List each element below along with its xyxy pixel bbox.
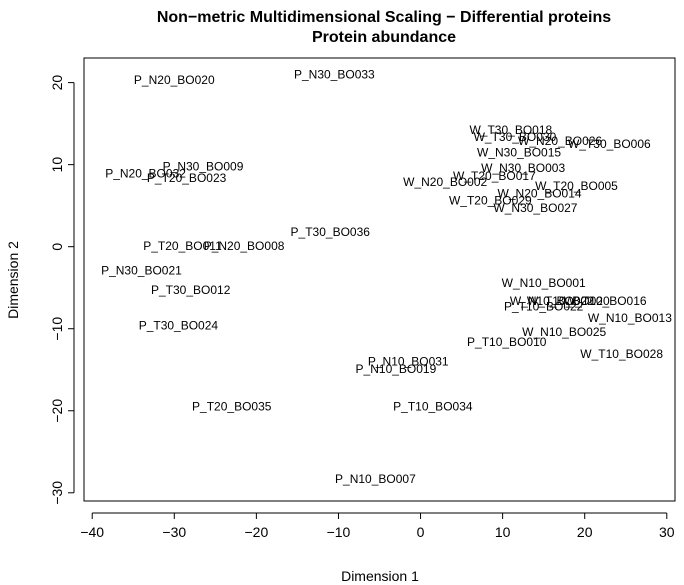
x-tick-label: 30 — [659, 524, 675, 540]
point-label: W_N20_BO002 — [403, 175, 487, 189]
point-label: P_N20_BO032 — [105, 167, 186, 181]
point-label: W_N30_BO015 — [477, 145, 561, 159]
y-tick-label: −10 — [49, 317, 65, 341]
point-label: W_N10_BO025 — [522, 325, 606, 339]
point-label: W_T30_BO030 — [474, 130, 557, 144]
plot-frame — [83, 57, 676, 502]
point-label: P_N30_BO009 — [163, 159, 244, 173]
point-label: P_T20_BO035 — [192, 400, 272, 414]
point-label: W_T10_BO016 — [564, 294, 647, 308]
point-label: W_N30_BO003 — [481, 161, 565, 175]
point-label: P_N10_BO031 — [368, 355, 449, 369]
point-label: P_N30_BO033 — [294, 67, 375, 81]
point-label: P_T10_BO034 — [393, 400, 473, 414]
point-label: P_N20_BO008 — [204, 239, 285, 253]
point-label: P_T20_BO011 — [143, 239, 222, 253]
y-tick-label: −30 — [49, 481, 65, 505]
x-tick-label: −10 — [327, 524, 351, 540]
point-label: W_T30_BO006 — [568, 137, 651, 151]
y-axis-label: Dimension 2 — [5, 241, 21, 319]
point-label: W_N10_BO013 — [588, 311, 672, 325]
point-label: W_N30_BO027 — [493, 201, 577, 215]
point-label: W_N10_BO022 — [510, 294, 594, 308]
chart-title: Non−metric Multidimensional Scaling − Di… — [157, 9, 611, 26]
point-label: W_T10_BO028 — [580, 347, 663, 361]
point-label: W_T30_BO018 — [469, 123, 552, 137]
y-tick-label: 20 — [49, 75, 65, 91]
point-label: W_N20_BO026 — [518, 134, 602, 148]
point-label: W_T20_BO029 — [449, 194, 532, 208]
y-tick-label: 10 — [49, 157, 65, 173]
x-tick-label: 10 — [495, 524, 511, 540]
point-label: P_N10_BO019 — [356, 362, 437, 376]
point-label: W_N20_BO014 — [498, 186, 582, 200]
point-label: P_T10_BO010 — [467, 335, 547, 349]
x-tick-label: −40 — [80, 524, 104, 540]
point-label: W_T20_BO005 — [535, 179, 618, 193]
point-label: P_N10_BO007 — [335, 472, 416, 486]
y-tick-label: 0 — [49, 243, 65, 251]
point-label: P_N30_BO021 — [101, 263, 182, 277]
x-axis: −40 −30 −20 −10 0 10 20 30 — [80, 512, 675, 540]
point-label: W_N10_BO001 — [502, 276, 586, 290]
point-label: W_T10_BO020 — [527, 294, 610, 308]
point-label: P_T30_BO012 — [151, 283, 231, 297]
x-tick-label: 0 — [417, 524, 425, 540]
y-axis: −30 −20 −10 0 10 20 — [49, 75, 75, 505]
point-label: P_T30_BO024 — [139, 318, 219, 332]
point-label: W_T20_BO017 — [453, 169, 536, 183]
y-tick-label: −20 — [49, 399, 65, 423]
point-label: P_T30_BO036 — [291, 225, 371, 239]
point-label: P_T20_BO023 — [147, 171, 227, 185]
chart-subtitle: Protein abundance — [312, 29, 456, 46]
x-tick-label: −20 — [245, 524, 269, 540]
point-label: P_N20_BO020 — [134, 73, 215, 87]
point-label: P_T10_BO022 — [504, 300, 584, 314]
x-tick-label: −30 — [162, 524, 186, 540]
x-tick-label: 20 — [577, 524, 593, 540]
x-axis-label: Dimension 1 — [341, 568, 419, 584]
points-layer: P_N20_BO020 P_N30_BO033W_T30_BO018W_T30_B… — [101, 67, 672, 485]
